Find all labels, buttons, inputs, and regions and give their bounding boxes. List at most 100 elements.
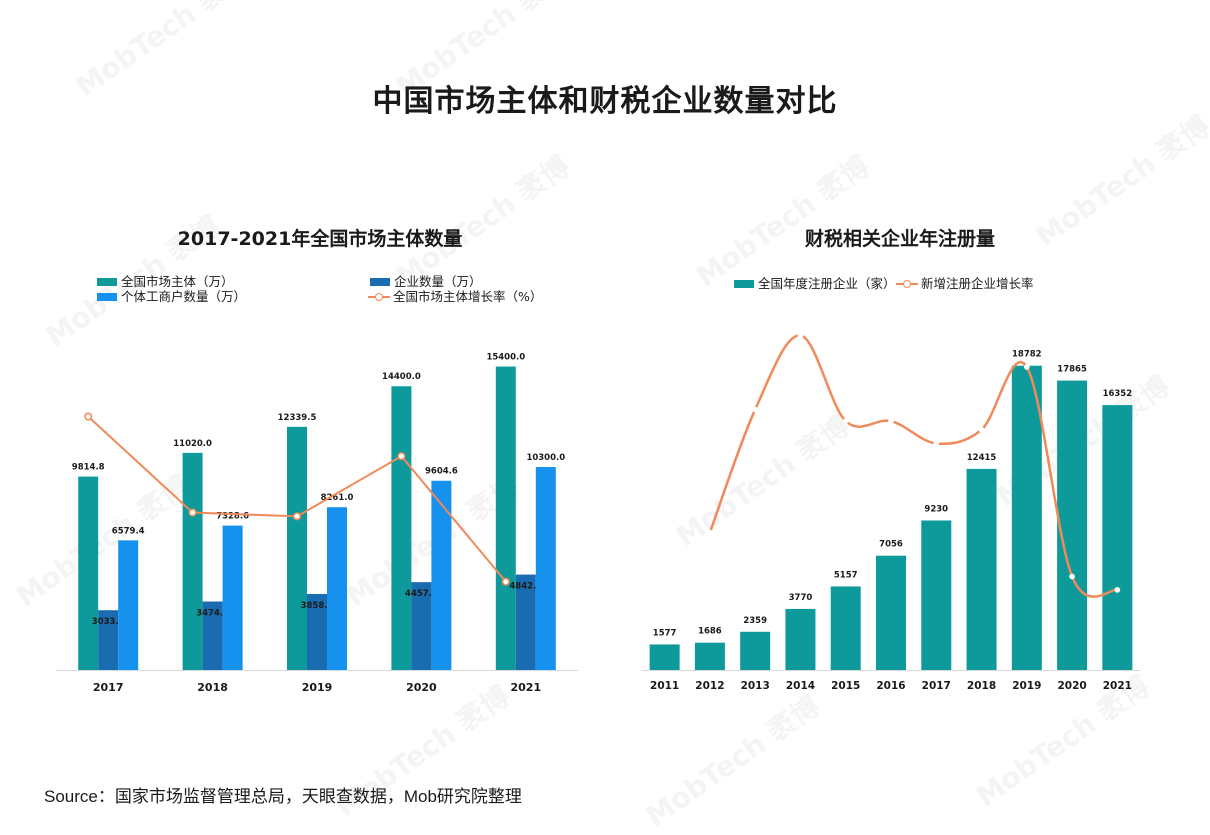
bar xyxy=(307,593,327,670)
bar xyxy=(649,644,680,670)
x-tick-label: 2021 xyxy=(510,681,541,694)
bar xyxy=(1057,380,1088,670)
bar xyxy=(495,366,516,670)
data-label: 1577 xyxy=(653,628,677,638)
data-label: 7056 xyxy=(879,540,903,550)
registration-growth-point xyxy=(888,418,894,424)
x-tick-label: 2012 xyxy=(695,680,724,692)
legend-label: 个体工商户数量（万） xyxy=(121,289,247,304)
x-tick-label: 2018 xyxy=(197,681,228,694)
x-tick-label: 2011 xyxy=(650,680,679,692)
data-label: 12415 xyxy=(967,453,997,463)
x-tick-label: 2014 xyxy=(786,680,815,692)
legend-label: 新增注册企业增长率 xyxy=(921,276,1034,291)
bar xyxy=(431,480,452,670)
bar xyxy=(391,386,412,670)
bar xyxy=(202,601,223,670)
bar xyxy=(830,586,861,670)
data-label: 1686 xyxy=(698,627,722,637)
legend-item-growth-rate: 全国市场主体增长率（%） xyxy=(368,289,542,305)
x-tick-label: 2017 xyxy=(93,681,124,694)
data-label: 9604.6 xyxy=(425,467,458,477)
registration-growth-point xyxy=(933,440,940,447)
bar xyxy=(694,642,725,670)
bar xyxy=(287,426,307,670)
data-label: 3033.7 xyxy=(92,617,125,627)
data-label: 9814.8 xyxy=(72,463,105,473)
growth-rate-point xyxy=(397,452,406,461)
x-tick-label: 2020 xyxy=(1057,680,1086,692)
bar xyxy=(740,631,771,670)
x-tick-label: 2018 xyxy=(967,680,996,692)
bar xyxy=(78,476,99,670)
data-label: 12339.5 xyxy=(278,413,317,423)
bar xyxy=(535,467,556,670)
legend-swatch xyxy=(97,293,117,301)
legend-item-individual-businesses: 个体工商户数量（万） xyxy=(97,289,246,305)
x-tick-label: 2019 xyxy=(1012,680,1041,692)
legend-swatch xyxy=(896,279,918,289)
growth-rate-point xyxy=(292,512,302,521)
source-note: Source：国家市场监督管理总局，天眼查数据，Mob研究院整理 xyxy=(44,787,522,806)
data-label: 7328.6 xyxy=(216,512,249,522)
data-label: 8261.0 xyxy=(321,493,354,503)
registration-growth-point xyxy=(978,426,985,433)
bar xyxy=(118,540,139,670)
legend-label: 企业数量（万） xyxy=(394,274,482,289)
chart-title-market-entities: 2017-2021年全国市场主体数量 xyxy=(177,228,463,250)
data-label: 10300.0 xyxy=(526,453,565,463)
registration-growth-point xyxy=(797,332,804,339)
data-label: 17865 xyxy=(1057,365,1087,375)
legend-swatch xyxy=(97,278,117,286)
data-label: 4457.2 xyxy=(405,589,438,599)
bar xyxy=(182,452,203,670)
bar xyxy=(785,608,816,670)
x-tick-label: 2017 xyxy=(922,680,951,692)
data-label: 9230 xyxy=(924,504,948,514)
data-label: 15400.0 xyxy=(486,353,525,363)
x-tick-label: 2015 xyxy=(831,680,860,692)
growth-rate-point xyxy=(84,412,93,421)
data-label: 3858.3 xyxy=(301,601,334,611)
x-tick-label: 2013 xyxy=(741,680,770,692)
data-label: 2359 xyxy=(743,616,767,626)
bar xyxy=(921,520,952,670)
legend-item-market-entities: 全国市场主体（万） xyxy=(97,274,234,290)
registration-growth-point xyxy=(842,418,849,424)
bar xyxy=(515,574,536,670)
registration-growth-point xyxy=(707,529,713,536)
registration-growth-line xyxy=(708,334,1118,598)
data-label: 3770 xyxy=(789,593,813,603)
bar xyxy=(327,507,347,670)
registration-growth-point xyxy=(1023,364,1030,370)
registration-growth-point xyxy=(752,406,759,413)
legend-item-enterprises: 企业数量（万） xyxy=(370,274,482,290)
data-label: 14400.0 xyxy=(382,372,421,382)
legend-swatch xyxy=(368,292,390,302)
legend-label: 全国年度注册企业（家） xyxy=(758,276,896,291)
bar xyxy=(1102,405,1133,670)
growth-rate-point xyxy=(501,577,510,586)
bar xyxy=(1011,365,1042,670)
data-label: 6579.4 xyxy=(112,526,145,536)
bar xyxy=(222,525,243,670)
bar xyxy=(876,555,906,670)
bar xyxy=(98,610,119,670)
legend-item-annual-registrations: 全国年度注册企业（家） xyxy=(734,276,896,292)
data-label: 5157 xyxy=(834,570,858,580)
data-label: 16352 xyxy=(1103,389,1133,399)
legend-label: 全国市场主体（万） xyxy=(121,274,234,289)
data-label: 3474.2 xyxy=(196,609,229,619)
registration-growth-point xyxy=(1069,573,1075,580)
bar xyxy=(966,468,997,670)
registration-growth-point xyxy=(1114,587,1121,593)
x-tick-label: 2019 xyxy=(302,681,333,694)
chart-title-tax-enterprises: 财税相关企业年注册量 xyxy=(804,228,995,250)
data-label: 11020.0 xyxy=(173,439,212,449)
growth-rate-point xyxy=(188,508,197,517)
data-label: 4842.3 xyxy=(509,582,542,592)
bar xyxy=(411,582,432,670)
x-tick-label: 2021 xyxy=(1103,680,1132,692)
data-label: 18782 xyxy=(1012,350,1042,360)
legend-swatch xyxy=(370,278,390,286)
